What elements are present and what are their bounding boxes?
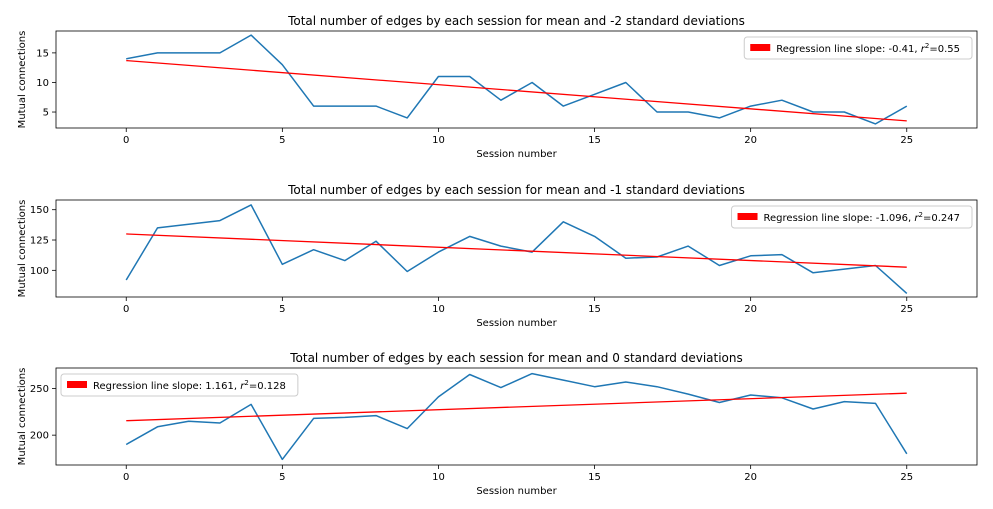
x-tick-label: 20 — [744, 304, 757, 315]
legend: Regression line slope: 1.161, r2=0.128 — [60, 373, 299, 397]
legend-exponent: 2 — [925, 42, 929, 50]
regression-line — [126, 392, 907, 422]
x-tick-label: 15 — [588, 304, 601, 315]
y-axis-label: Mutual connections — [17, 368, 28, 466]
x-tick-label: 5 — [279, 135, 285, 146]
x-tick-label: 25 — [900, 304, 913, 315]
x-tick-label: 25 — [900, 135, 913, 146]
legend-text: Regression line slope: -0.41, r2=0.55 — [776, 42, 960, 55]
regression-line — [126, 233, 907, 268]
legend-prefix: Regression line slope: -1.096, — [764, 213, 915, 224]
legend-prefix: Regression line slope: 1.161, — [93, 381, 240, 392]
x-tick-label: 15 — [588, 135, 601, 146]
x-tick-label: 5 — [279, 472, 285, 483]
plot-frame — [55, 199, 978, 298]
x-tick-label: 0 — [123, 304, 129, 315]
legend-text: Regression line slope: -1.096, r2=0.247 — [764, 211, 960, 224]
chart-title: Total number of edges by each session fo… — [287, 14, 745, 28]
x-tick-label: 25 — [900, 472, 913, 483]
y-axis-label: Mutual connections — [17, 31, 28, 129]
legend-swatch — [737, 213, 758, 220]
y-tick-label: 125 — [30, 236, 49, 247]
legend-swatch — [67, 381, 87, 388]
regression-line — [126, 59, 907, 122]
legend-exponent: 2 — [244, 379, 248, 387]
x-tick-label: 15 — [588, 472, 601, 483]
legend-box — [743, 36, 973, 60]
chart-panel-3: Total number of edges by each session fo… — [17, 351, 978, 497]
legend: Regression line slope: -0.41, r2=0.55 — [743, 36, 973, 60]
legend-box — [731, 205, 973, 229]
y-tick-label: 5 — [43, 108, 49, 119]
x-axis-label: Session number — [476, 149, 557, 160]
series-line — [125, 204, 908, 294]
legend-prefix: Regression line slope: -0.41, — [776, 44, 921, 55]
y-tick-label: 100 — [30, 266, 49, 277]
chart-panel-2: Total number of edges by each session fo… — [17, 183, 978, 329]
x-tick-label: 10 — [432, 135, 445, 146]
x-tick-label: 10 — [432, 472, 445, 483]
y-tick-label: 10 — [36, 78, 49, 89]
y-tick-label: 250 — [30, 384, 49, 395]
legend-swatch — [750, 44, 771, 51]
x-tick-label: 10 — [432, 304, 445, 315]
legend-r2-value: =0.128 — [249, 381, 286, 392]
x-axis-label: Session number — [476, 486, 557, 497]
chart-title: Total number of edges by each session fo… — [287, 183, 745, 197]
chart-title: Total number of edges by each session fo… — [289, 351, 743, 365]
x-tick-label: 0 — [123, 135, 129, 146]
legend-r-symbol: r — [914, 213, 919, 224]
legend-box — [60, 373, 299, 397]
y-tick-label: 15 — [36, 48, 49, 59]
legend: Regression line slope: -1.096, r2=0.247 — [731, 205, 973, 229]
plot-frame — [55, 30, 978, 129]
legend-text: Regression line slope: 1.161, r2=0.128 — [93, 379, 286, 392]
legend-r-symbol: r — [921, 44, 926, 55]
legend-r2-value: =0.55 — [929, 44, 960, 55]
x-axis-label: Session number — [476, 318, 557, 329]
chart-panel-1: Total number of edges by each session fo… — [17, 14, 978, 160]
x-tick-label: 0 — [123, 472, 129, 483]
plot-frame — [55, 367, 978, 466]
x-tick-label: 20 — [744, 135, 757, 146]
x-tick-label: 5 — [279, 304, 285, 315]
x-tick-label: 20 — [744, 472, 757, 483]
y-tick-label: 150 — [30, 205, 49, 216]
legend-r2-value: =0.247 — [923, 213, 960, 224]
legend-exponent: 2 — [919, 211, 923, 219]
y-axis-label: Mutual connections — [17, 200, 28, 298]
legend-r-symbol: r — [240, 381, 245, 392]
y-tick-label: 200 — [30, 431, 49, 442]
